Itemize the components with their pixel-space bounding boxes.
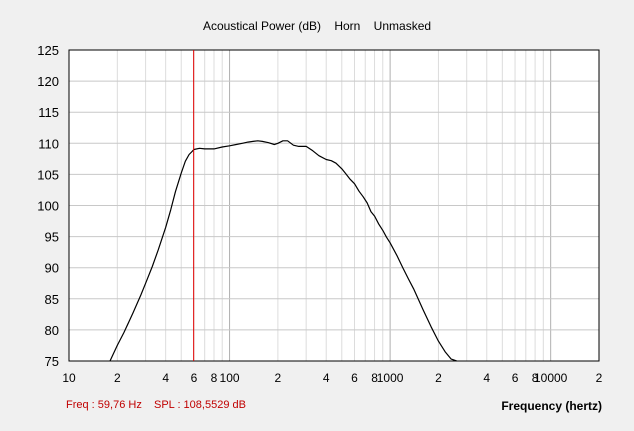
y-tick-label: 95	[45, 230, 59, 245]
x-tick-label: 100	[220, 371, 240, 385]
x-tick-label: 4	[162, 371, 169, 385]
y-tick-label: 85	[45, 292, 59, 307]
plot-frame	[68, 49, 600, 362]
y-tick-label: 110	[38, 136, 59, 151]
x-tick-label: 8	[532, 371, 539, 385]
x-tick-label: 8	[371, 371, 378, 385]
x-tick-label: 8	[211, 371, 218, 385]
y-tick-label: 90	[45, 261, 59, 276]
x-tick-label: 1000	[377, 371, 404, 385]
y-tick-label: 75	[45, 354, 59, 369]
series-line	[109, 140, 457, 362]
y-tick-label: 100	[37, 199, 59, 214]
y-tick-label: 80	[45, 323, 59, 338]
x-axis-label: Frequency (hertz)	[501, 399, 602, 413]
x-tick-label: 4	[323, 371, 330, 385]
x-tick-label: 6	[191, 371, 198, 385]
frequency-readout: Freq : 59,76 Hz	[66, 399, 142, 411]
y-tick-label: 105	[37, 167, 59, 182]
x-tick-label: 10000	[534, 371, 568, 385]
x-tick-label: 10	[62, 371, 76, 385]
y-tick-label: 120	[37, 74, 59, 89]
x-tick-label: 2	[114, 371, 121, 385]
x-tick-label: 2	[435, 371, 442, 385]
x-tick-label: 4	[483, 371, 490, 385]
spl-readout: SPL : 108,5529 dB	[154, 399, 246, 411]
y-tick-label: 125	[37, 43, 59, 58]
x-tick-label: 2	[275, 371, 282, 385]
x-tick-label: 6	[512, 371, 519, 385]
y-tick-label: 115	[38, 105, 59, 120]
x-tick-label: 2	[596, 371, 603, 385]
x-tick-label: 6	[351, 371, 358, 385]
chart-title: Acoustical Power (dB) Horn Unmasked	[203, 19, 431, 33]
